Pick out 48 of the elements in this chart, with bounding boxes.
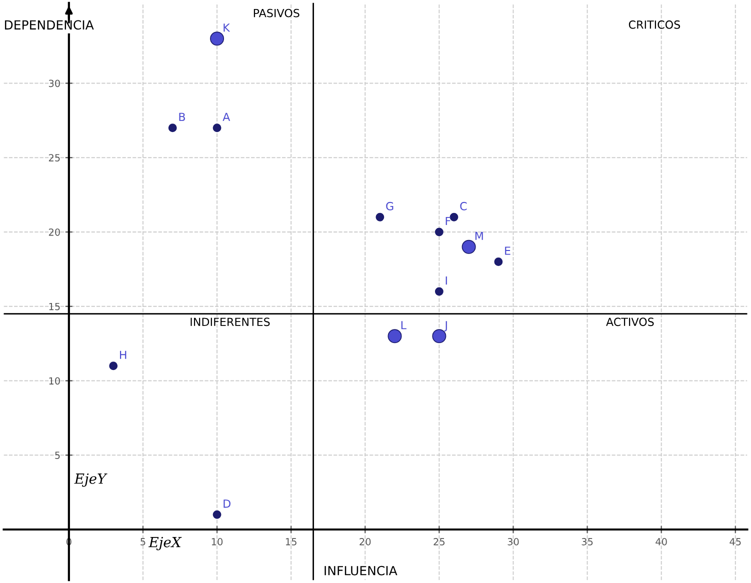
- annotation: INDIFERENTES: [190, 318, 270, 326]
- x-tick-label: 15: [286, 538, 296, 546]
- annotation: K: [224, 24, 230, 32]
- x-tick-label: 30: [508, 538, 519, 546]
- point: [212, 510, 222, 519]
- point: [376, 212, 384, 222]
- y-tick-label: 15: [49, 302, 60, 310]
- annotation: L: [401, 321, 406, 330]
- annotation: C: [460, 202, 467, 210]
- point: [494, 258, 503, 266]
- point: [450, 212, 458, 222]
- annotation: EjeY: [74, 473, 108, 487]
- point: [212, 124, 222, 132]
- annotation: PASIVOS: [254, 8, 300, 18]
- point: [434, 287, 444, 296]
- point: [388, 329, 402, 344]
- annotation: A: [222, 112, 230, 121]
- annotation: M: [475, 232, 483, 240]
- annotation: D: [224, 500, 230, 508]
- x-tick-label: 35: [582, 538, 593, 546]
- y-tick-label: 25: [48, 154, 60, 162]
- point: [434, 228, 444, 236]
- point: [462, 240, 476, 254]
- annotation: CRITICOS: [628, 20, 680, 29]
- x-tick-label: 45: [730, 538, 741, 546]
- y-tick-label: 5: [55, 452, 60, 459]
- x-tick-label: 20: [360, 538, 371, 546]
- annotation: I: [446, 276, 447, 285]
- x-tick-label: 25: [434, 538, 445, 546]
- annotation: EjeX: [148, 536, 182, 550]
- y-axis-title: DEPENDENCIA: [4, 20, 94, 30]
- point: [210, 32, 224, 46]
- annotation: G: [386, 202, 394, 210]
- annotation: H: [120, 350, 126, 359]
- x-tick-label: 40: [656, 538, 667, 546]
- annotation: J: [444, 321, 447, 332]
- y-tick-label: 20: [48, 228, 60, 236]
- annotation: F: [446, 216, 450, 226]
- y-tick-label: 10: [49, 377, 60, 385]
- x-tick-label: 10: [212, 538, 223, 546]
- annotation: E: [505, 246, 510, 255]
- annotation: ACTIVOS: [606, 318, 654, 326]
- x-tick-label: 5: [140, 538, 146, 546]
- point: [168, 124, 177, 132]
- point: [109, 362, 118, 370]
- x-axis-title: INFLUENCIA: [324, 566, 398, 576]
- annotation: B: [179, 112, 185, 121]
- y-tick-label: 30: [48, 80, 60, 88]
